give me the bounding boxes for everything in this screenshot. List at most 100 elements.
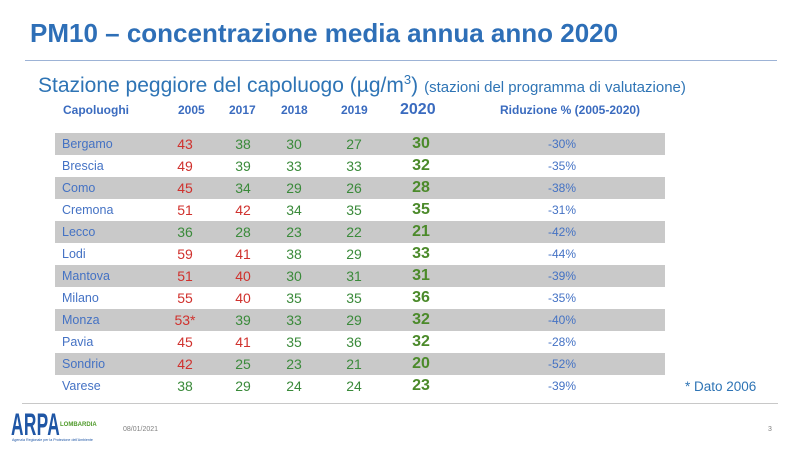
data-table: Bergamo 43 38 30 27 30 -30% Brescia 49 39 33 33 32 -3… [55,133,665,397]
value-2018: 35 [286,334,302,350]
value-2017: 40 [235,290,251,306]
table-row-como: Como 45 34 29 26 28 -38% [55,177,665,199]
value-2019: 36 [346,334,362,350]
slide-date: 08/01/2021 [123,426,159,433]
table-row-lodi: Lodi 59 41 38 29 33 -44% [55,243,665,265]
header-year-2005: 2005 [178,103,205,117]
table-row-milano: Milano 55 40 35 35 36 -35% [55,287,665,309]
table-row-sondrio: Sondrio 42 25 23 21 20 -52% [55,353,665,375]
value-2018: 23 [286,224,302,240]
value-2020: 28 [412,179,430,196]
value-2017: 29 [235,378,251,394]
value-2017: 42 [235,202,251,218]
value-2019: 35 [346,202,362,218]
value-2005: 42 [177,356,193,372]
value-2005: 43 [177,136,193,152]
table-row-cremona: Cremona 51 42 34 35 35 -31% [55,199,665,221]
value-2005: 51 [177,202,193,218]
reduction-value: -35% [547,291,576,305]
city-name: Cremona [62,203,114,217]
city-name: Pavia [62,335,94,349]
value-2020: 32 [412,311,430,328]
value-2019: 22 [346,224,362,240]
reduction-value: -35% [547,159,576,173]
value-2005: 36 [177,224,193,240]
value-2020: 20 [412,355,430,372]
value-2018: 29 [286,180,302,196]
value-2005: 51 [177,268,193,284]
value-2020: 32 [412,333,430,350]
value-2020: 30 [412,135,430,152]
table-row-lecco: Lecco 36 28 23 22 21 -42% [55,221,665,243]
header-year-2018: 2018 [281,103,308,117]
city-name: Como [62,181,96,195]
reduction-value: -30% [547,137,576,151]
value-2019: 24 [346,378,362,394]
value-2005: 45 [177,334,193,350]
value-2017: 39 [235,158,251,174]
reduction-value: -39% [547,269,576,283]
logo-mark: ARPA [11,407,61,443]
value-2018: 35 [286,290,302,306]
city-name: Milano [62,291,99,305]
value-2018: 24 [286,378,302,394]
value-2005: 53* [174,312,196,328]
reduction-value: -28% [547,335,576,349]
value-2018: 38 [286,246,302,262]
city-name: Monza [62,313,100,327]
subtitle-note: (stazioni del programma di valutazione) [424,79,686,96]
header-year-2020: 2020 [400,101,436,118]
value-2017: 40 [235,268,251,284]
city-name: Bergamo [62,137,113,151]
value-2017: 41 [235,246,251,262]
value-2020: 21 [412,223,430,240]
value-2018: 23 [286,356,302,372]
value-2017: 41 [235,334,251,350]
header-year-2017: 2017 [229,103,256,117]
slide-title: PM10 – concentrazione media annua anno 2… [30,18,619,48]
table-row-monza: Monza 53* 39 33 29 32 -40% [55,309,665,331]
value-2019: 29 [346,246,362,262]
unit-exponent: 3 [403,72,412,87]
reduction-value: -52% [547,357,576,371]
subtitle-unit: (µg/m3) [349,72,418,97]
table-row-varese: Varese 38 29 24 24 23 -39% [55,375,665,397]
subtitle-text: Stazione peggiore del capoluogo [38,74,344,97]
value-2019: 35 [346,290,362,306]
value-2019: 26 [346,180,362,196]
value-2017: 39 [235,312,251,328]
footnote: * Dato 2006 [685,379,757,394]
value-2017: 28 [235,224,251,240]
slide-subtitle: Stazione peggiore del capoluogo (µg/m3)(… [38,72,686,100]
header-year-2019: 2019 [341,103,368,117]
unit-base: (µg/m [349,74,404,97]
city-name: Varese [62,379,101,393]
footer-divider [22,403,778,404]
page-number: 3 [768,426,772,433]
table-row-mantova: Mantova 51 40 30 31 31 -39% [55,265,665,287]
value-2018: 33 [286,312,302,328]
reduction-value: -38% [547,181,576,195]
reduction-value: -31% [547,203,576,217]
value-2018: 30 [286,268,302,284]
reduction-value: -44% [547,247,576,261]
value-2020: 32 [412,157,430,174]
reduction-value: -39% [547,379,576,393]
logo-tagline: Agenzia Regionale per la Protezione dell… [12,438,93,443]
value-2005: 45 [177,180,193,196]
value-2019: 29 [346,312,362,328]
value-2018: 33 [286,158,302,174]
reduction-value: -40% [547,313,576,327]
value-2020: 31 [412,267,430,284]
value-2018: 30 [286,136,302,152]
logo-region: LOMBARDIA [60,420,97,428]
city-name: Brescia [62,159,104,173]
value-2019: 27 [346,136,362,152]
value-2020: 33 [412,245,430,262]
city-name: Lodi [62,247,86,261]
value-2017: 34 [235,180,251,196]
city-name: Mantova [62,269,110,283]
value-2019: 33 [346,158,362,174]
header-city: Capoluoghi [63,103,129,117]
